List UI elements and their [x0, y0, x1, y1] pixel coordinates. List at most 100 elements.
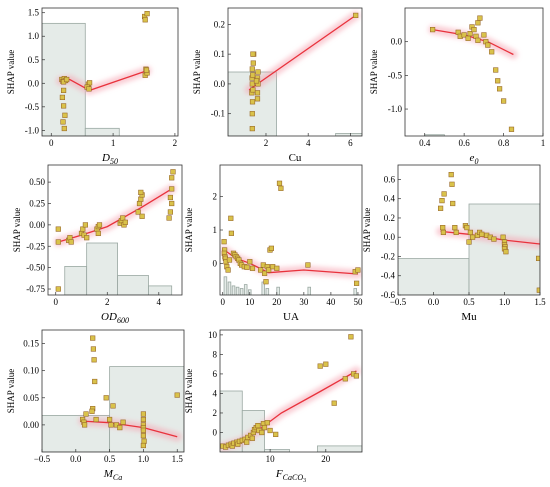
x-tick-label-cu-1: 4 [306, 138, 311, 148]
panel-ua: 0 10 20 30 40 50 0 1 2 SHAP value UA [184, 164, 363, 323]
y-tick-label-fcaco3-1: 2 [213, 408, 218, 418]
point-e0-20 [508, 126, 515, 132]
point-ua-31 [274, 265, 280, 271]
point-e0-11 [477, 15, 483, 21]
point-cu-11 [250, 51, 256, 57]
point-mca-16 [117, 424, 123, 431]
y-axis-label-od600: SHAP value [12, 208, 22, 252]
x-tick-label-d50-2: 2 [173, 138, 178, 148]
y-tick-label-fcaco3-2: 4 [213, 388, 218, 398]
x-tick-label-ua-0: 0 [220, 297, 225, 307]
y-tick-label-od600-2: -0.25 [26, 241, 45, 251]
point-ua-33 [278, 185, 284, 191]
y-tick-label-mu-5: 0.4 [384, 194, 396, 204]
y-tick-label-cu-0: -0.1 [211, 109, 225, 119]
y-tick-label-mca-0: 0.00 [23, 420, 39, 430]
point-cu-1 [249, 111, 255, 117]
point-mca-6 [91, 357, 97, 363]
x-axis-label-cu: Cu [289, 152, 302, 164]
x-axis-label-fcaco3: FCaCO3 [275, 468, 306, 484]
y-tick-label-cu-1: 0.0 [214, 79, 226, 89]
trend-line-od600 [58, 188, 173, 243]
point-od600-31 [169, 175, 175, 181]
point-mca-17 [120, 419, 126, 425]
x-tick-label-ua-3: 30 [299, 297, 309, 307]
point-e0-9 [475, 37, 481, 43]
point-mca-23 [140, 433, 147, 439]
y-tick-label-od600-0: -0.75 [26, 284, 45, 294]
hist-bar-mu-0 [398, 258, 470, 295]
x-tick-label-fcaco3-0: 10 [266, 454, 276, 464]
y-tick-label-fcaco3-4: 8 [213, 349, 218, 359]
hist-bar-ua-9 [276, 286, 280, 295]
y-tick-label-od600-3: 0.00 [29, 220, 45, 230]
point-e0-5 [467, 30, 473, 37]
point-mca-11 [103, 395, 109, 401]
y-tick-label-e0-2: 0.0 [391, 37, 403, 47]
y-tick-label-mu-6: 0.6 [384, 174, 396, 184]
point-mca-15 [113, 422, 119, 428]
panel-e0: 0.4 0.6 0.8 1 -1.0 -0.5 0.0 SHAP value e0 [369, 7, 545, 166]
x-tick-label-mu-0: −0.5 [390, 297, 407, 307]
x-tick-label-e0-1: 0.6 [459, 138, 471, 148]
x-tick-label-d50-1: 1 [111, 138, 116, 148]
x-tick-label-mca-1: 0.0 [70, 454, 82, 464]
point-mca-26 [174, 392, 180, 398]
x-tick-label-e0-0: 0.4 [419, 138, 431, 148]
y-tick-label-mu-1: -0.4 [381, 271, 396, 281]
point-mu-1 [439, 198, 445, 204]
point-od600-28 [169, 200, 175, 207]
point-od600-9 [82, 222, 88, 228]
point-ua-20 [247, 259, 253, 265]
point-mu-21 [500, 234, 506, 240]
point-mca-24 [141, 438, 147, 444]
y-tick-label-d50-3: 0.5 [28, 55, 40, 65]
hist-bar-od600-2 [117, 275, 149, 295]
y-tick-label-d50-1: -0.5 [25, 102, 40, 112]
point-fcaco3-30 [348, 334, 354, 340]
point-mu-4 [440, 225, 446, 231]
y-tick-label-ua-0: 0 [213, 258, 218, 268]
point-ua-37 [355, 267, 361, 273]
hist-bar-ua-1 [227, 281, 232, 295]
trend-line-cu [248, 14, 357, 91]
point-od600-13 [96, 222, 103, 228]
point-mca-4 [90, 335, 96, 341]
point-e0-19 [500, 98, 507, 104]
x-tick-label-mu-1: 0.0 [428, 297, 440, 307]
y-tick-label-mu-2: -0.2 [381, 251, 395, 261]
point-ua-24 [261, 270, 268, 276]
point-od600-24 [138, 189, 144, 196]
point-mca-18 [140, 411, 147, 417]
point-mu-7 [450, 200, 456, 207]
y-tick-label-e0-0: -1.0 [388, 104, 403, 114]
x-tick-label-ua-1: 10 [245, 297, 255, 307]
point-d50-9 [60, 119, 66, 125]
y-tick-label-d50-5: 1.5 [28, 8, 40, 18]
point-od600-5 [68, 239, 74, 245]
point-od600-26 [166, 215, 172, 221]
point-ua-27 [266, 267, 272, 273]
point-fcaco3-26 [317, 363, 323, 369]
hist-bar-ua-11 [353, 288, 357, 295]
point-mu-3 [440, 229, 447, 236]
point-fcaco3-18 [255, 422, 261, 429]
point-mca-22 [140, 427, 147, 433]
point-d50-10 [61, 125, 67, 132]
hist-bar-ua-10 [307, 286, 312, 295]
point-e0-4 [465, 35, 471, 41]
point-e0-3 [461, 32, 467, 38]
point-d50-6 [59, 94, 65, 100]
point-mu-5 [448, 172, 454, 178]
plot-frame-fcaco3 [219, 329, 363, 453]
x-tick-label-cu-2: 6 [348, 138, 353, 148]
point-od600-1 [55, 226, 61, 232]
y-axis-label-cu: SHAP value [192, 50, 202, 94]
point-d50-5 [64, 76, 70, 83]
point-od600-21 [136, 200, 143, 207]
point-cu-0 [249, 126, 255, 132]
point-e0-7 [471, 26, 477, 33]
panel-od600: 0 2 4 -0.75 -0.50 -0.25 0.00 0.25 0.50 SHAP value… [12, 164, 183, 325]
point-cu-18 [353, 12, 359, 19]
